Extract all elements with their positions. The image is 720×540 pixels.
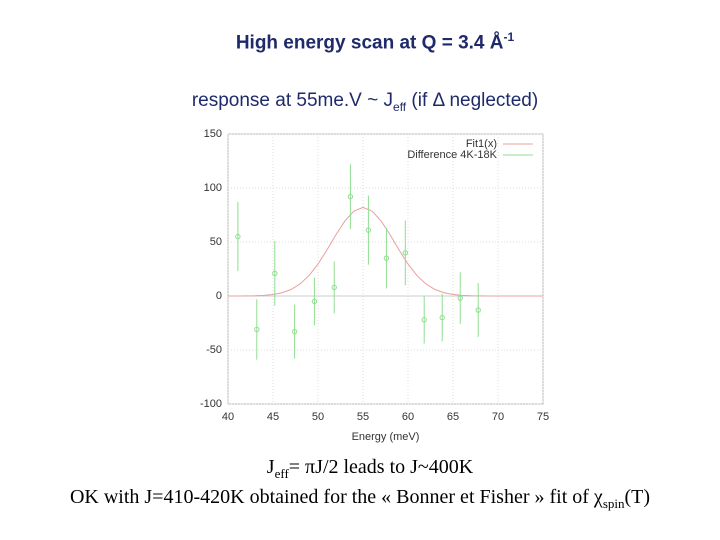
data-point	[365, 227, 372, 233]
x-tick-label: 55	[357, 411, 369, 423]
x-tick-label: 45	[267, 411, 279, 423]
legend-label: Difference 4K-18K	[407, 149, 497, 161]
data-point	[347, 193, 354, 200]
note-sub: spin	[602, 496, 625, 511]
y-tick-label: 100	[204, 182, 222, 194]
y-tick-label: -50	[206, 344, 222, 356]
x-tick-label: 60	[402, 411, 414, 423]
y-tick-label: 50	[210, 236, 222, 248]
x-tick-label: 75	[537, 411, 549, 423]
y-tick-label: -100	[200, 398, 222, 410]
legend-label: Fit1(x)	[466, 138, 497, 150]
y-tick-label: 150	[204, 128, 222, 140]
data-point	[291, 328, 298, 335]
data-point	[311, 298, 318, 305]
title-text: High energy scan at Q = 3.4 Å	[235, 32, 504, 54]
note-text: (T)	[624, 486, 651, 508]
subtitle-text: response at 55me.V ~ J	[191, 90, 394, 111]
note-text: J	[266, 456, 275, 478]
subtitle-text: (if Δ neglected)	[406, 90, 539, 111]
data-point	[331, 284, 337, 291]
x-tick-label: 65	[447, 411, 459, 423]
slide-subtitle: response at 55me.V ~ Jeff (if Δ neglecte…	[0, 90, 720, 114]
x-tick-label: 50	[312, 411, 324, 423]
data-point	[383, 255, 390, 261]
data-point	[402, 250, 408, 256]
fit-line	[228, 206, 543, 297]
data-point	[254, 326, 260, 333]
data-point	[272, 270, 278, 277]
note-1: Jeff= πJ/2 leads to J~400K	[0, 456, 720, 482]
x-axis-label: Energy (meV)	[352, 431, 420, 443]
data-point	[235, 233, 241, 240]
data-point	[421, 317, 427, 323]
x-tick-label: 40	[222, 411, 234, 423]
note-2: OK with J=410-420K obtained for the « Bo…	[0, 486, 720, 512]
slide-title: High energy scan at Q = 3.4 Å-1	[0, 30, 720, 54]
data-point	[475, 307, 481, 313]
note-text: OK with J=410-420K obtained for the « Bo…	[69, 486, 603, 508]
subtitle-sub: eff	[393, 99, 407, 114]
note-text: = πJ/2 leads to J~400K	[288, 456, 474, 478]
note-sub: eff	[274, 466, 289, 481]
title-sup: -1	[503, 30, 515, 44]
data-point	[439, 314, 445, 321]
y-tick-label: 0	[216, 290, 222, 302]
data-point	[457, 295, 463, 301]
x-tick-label: 70	[492, 411, 504, 423]
